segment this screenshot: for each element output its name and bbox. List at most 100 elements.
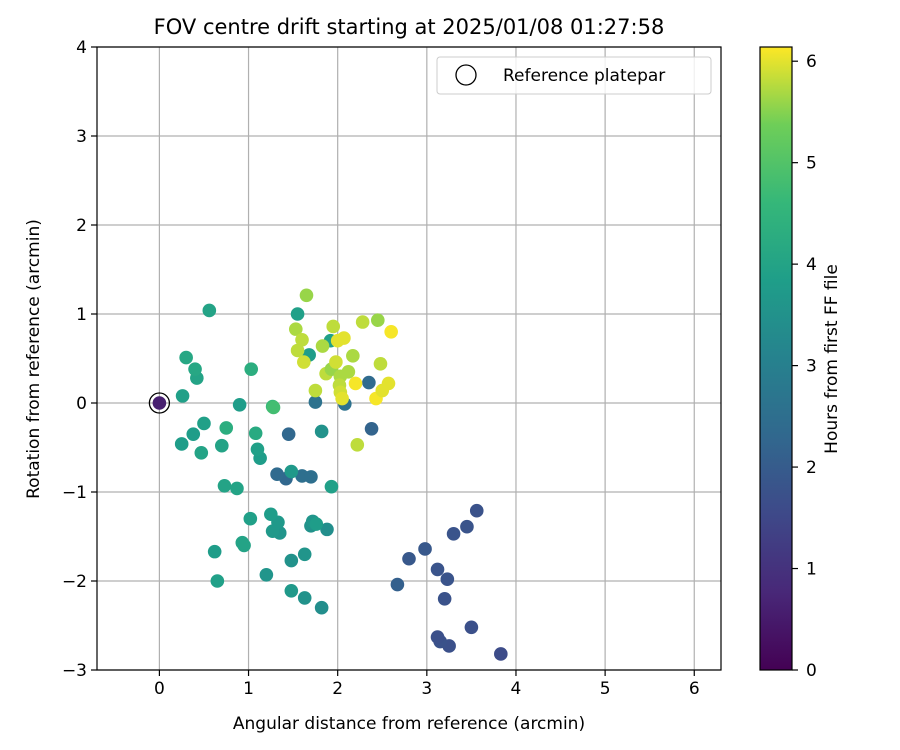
scatter-points <box>148 288 508 661</box>
data-point <box>194 446 209 460</box>
y-tick-label: 1 <box>76 305 87 325</box>
x-tick-label: 0 <box>154 679 165 699</box>
y-axis-ticks: −3 −2 −1 0 1 2 3 4 <box>62 38 97 681</box>
data-point <box>202 303 217 318</box>
data-point <box>335 391 349 406</box>
data-point <box>230 481 244 496</box>
colorbar-tick-label: 1 <box>806 560 817 580</box>
data-point <box>373 357 388 371</box>
data-point <box>418 542 432 556</box>
data-point <box>284 464 299 479</box>
data-point <box>235 535 250 550</box>
data-point <box>284 553 299 568</box>
data-point <box>284 583 299 598</box>
y-tick-label: −2 <box>62 572 87 592</box>
data-point <box>381 376 396 391</box>
y-tick-label: −3 <box>62 661 87 681</box>
chart-title: FOV centre drift starting at 2025/01/08 … <box>154 15 665 39</box>
x-axis-ticks: 0 1 2 3 4 5 6 <box>154 670 700 699</box>
data-point <box>207 544 222 559</box>
colorbar-label: Hours from first FF file <box>822 264 842 454</box>
data-point <box>290 307 305 321</box>
data-point <box>250 442 265 457</box>
data-point <box>243 511 258 526</box>
x-tick-label: 3 <box>421 679 432 699</box>
data-point <box>244 362 259 376</box>
data-point <box>341 365 356 379</box>
colorbar-tick-label: 0 <box>806 661 817 681</box>
data-point <box>270 467 284 482</box>
data-point <box>346 349 360 363</box>
data-point <box>304 470 318 484</box>
data-point <box>299 288 314 303</box>
y-tick-label: 0 <box>76 394 87 414</box>
data-point <box>175 389 190 403</box>
colorbar-tick-label: 4 <box>806 255 817 275</box>
data-point <box>402 551 416 566</box>
colorbar <box>759 46 793 671</box>
data-point <box>469 503 484 518</box>
data-point <box>174 437 189 451</box>
colorbar-ticks: 0 1 2 3 4 5 6 <box>792 52 817 681</box>
data-point <box>219 421 234 435</box>
data-point <box>437 592 452 606</box>
data-point <box>350 438 365 452</box>
data-point <box>188 362 202 376</box>
data-point <box>430 630 445 644</box>
data-point <box>288 322 303 336</box>
data-point <box>460 519 474 534</box>
colorbar-tick-label: 6 <box>806 52 817 72</box>
x-tick-label: 6 <box>689 679 700 699</box>
data-point <box>297 355 311 369</box>
y-tick-label: 3 <box>76 127 87 147</box>
data-point <box>329 355 343 369</box>
y-tick-label: −1 <box>62 483 87 503</box>
data-point <box>348 376 363 391</box>
data-point <box>371 313 385 328</box>
colorbar-tick-label: 2 <box>806 458 817 478</box>
data-point <box>179 350 193 365</box>
data-point <box>295 333 309 347</box>
data-point <box>297 547 312 562</box>
data-point <box>281 427 296 441</box>
x-tick-label: 4 <box>511 679 522 699</box>
data-point <box>217 478 232 493</box>
data-point <box>297 591 312 605</box>
data-point <box>314 600 329 615</box>
legend-label: Reference platepar <box>503 66 665 86</box>
data-point <box>326 319 341 334</box>
data-point <box>440 572 455 587</box>
data-point <box>362 375 376 390</box>
reference-marker <box>148 392 171 414</box>
data-point <box>324 479 339 494</box>
y-axis-label: Rotation from reference (arcmin) <box>24 219 44 499</box>
x-axis-label: Angular distance from reference (arcmin) <box>233 714 585 734</box>
x-tick-label: 5 <box>600 679 611 699</box>
x-tick-label: 1 <box>243 679 254 699</box>
data-point <box>265 524 280 538</box>
legend-marker-icon <box>455 64 477 86</box>
plot-frame <box>96 46 722 671</box>
data-point <box>430 562 445 577</box>
grid <box>97 46 721 671</box>
data-point <box>186 427 201 441</box>
data-point <box>355 315 370 329</box>
data-point <box>446 527 461 541</box>
data-point <box>364 422 379 436</box>
data-point <box>290 343 305 358</box>
data-point <box>309 517 324 531</box>
data-point <box>494 647 508 661</box>
reference-point <box>152 396 167 410</box>
data-point <box>464 620 479 635</box>
data-point <box>320 522 334 537</box>
data-point <box>315 339 330 353</box>
data-point <box>264 507 278 522</box>
data-point <box>384 325 398 339</box>
data-point <box>308 395 323 409</box>
y-tick-label: 4 <box>76 38 87 58</box>
data-point <box>248 426 263 441</box>
data-point <box>266 400 281 415</box>
y-tick-label: 2 <box>76 216 87 236</box>
legend: Reference platepar <box>436 56 712 95</box>
